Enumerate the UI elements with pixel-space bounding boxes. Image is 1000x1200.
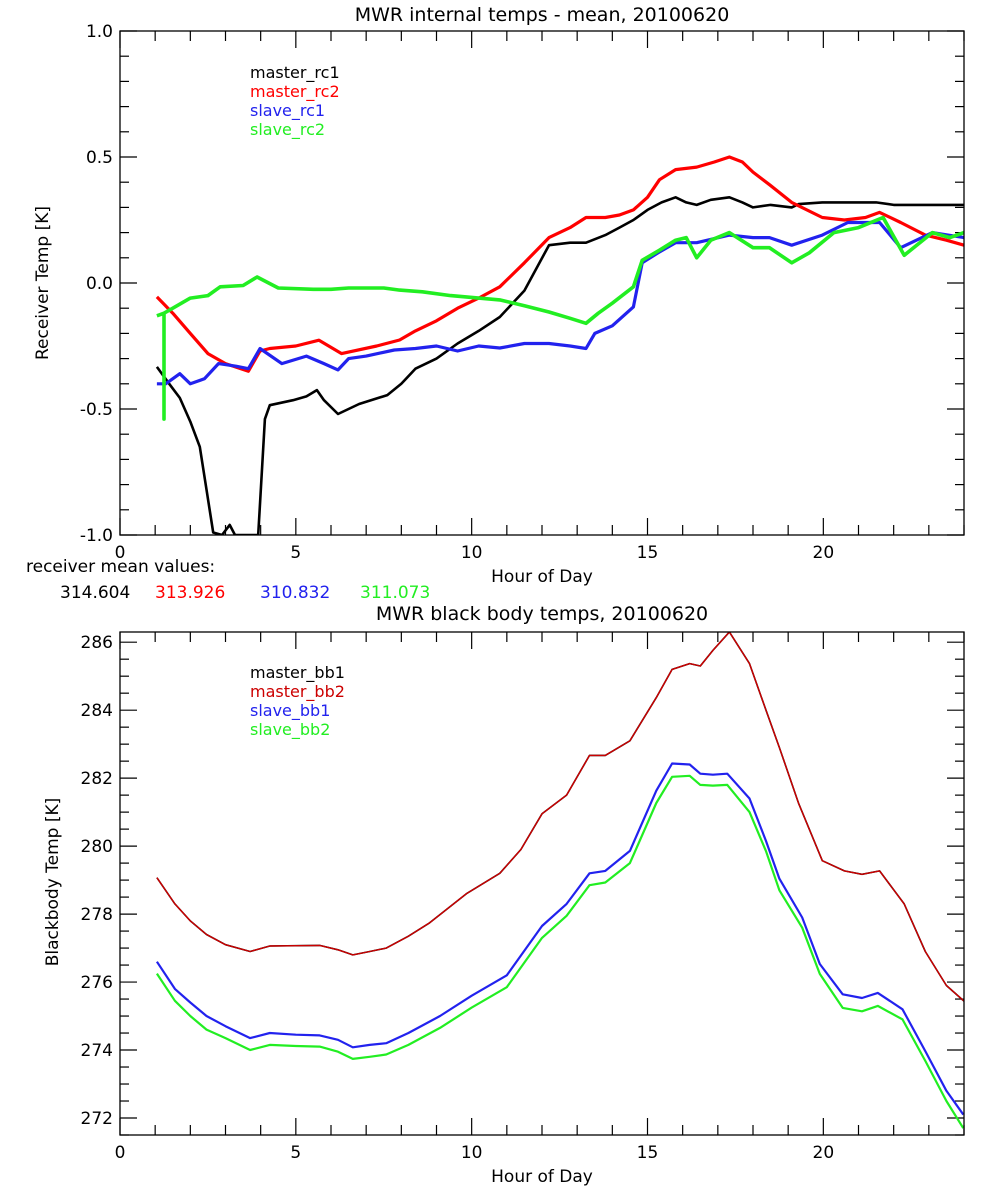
legend-entry-slave-bb2: slave_bb2 <box>250 720 330 740</box>
series-line-master-bb2 <box>156 632 964 1002</box>
legend-entry-slave-rc1: slave_rc1 <box>250 101 325 121</box>
y-tick-label: 282 <box>81 769 113 789</box>
y-tick-label: 1.0 <box>86 22 113 42</box>
y-tick-label: -1.0 <box>80 526 113 546</box>
y-tick-label: -0.5 <box>80 400 113 420</box>
y-tick-label: 284 <box>81 701 113 721</box>
plot-frame <box>119 30 965 536</box>
x-tick-label: 0 <box>115 543 126 563</box>
legend-entry-master-bb1: master_bb1 <box>250 663 345 683</box>
legend-entry-slave-rc2: slave_rc2 <box>250 120 325 140</box>
y-axis-label: Receiver Temp [K] <box>33 206 53 360</box>
legend-entry-slave-bb1: slave_bb1 <box>250 701 330 721</box>
legend-entry-master-rc2: master_rc2 <box>250 82 340 102</box>
y-tick-label: 286 <box>81 633 113 653</box>
y-tick-label: 276 <box>81 973 113 993</box>
mean-values: 314.604 313.926 310.832 311.073 <box>60 583 430 603</box>
legend-entry-master-bb2: master_bb2 <box>250 682 345 702</box>
mean-values-label: receiver mean values: <box>26 557 215 577</box>
receiver-temps-panel: MWR internal temps - mean, 20100620 0 5 10… <box>26 4 965 603</box>
x-tick-label: 5 <box>290 543 301 563</box>
blackbody-temps-panel: MWR black body temps, 20100620 0 5 10 15 20 … <box>43 603 965 1187</box>
x-tick-label: 10 <box>461 1143 483 1163</box>
mean-value: 313.926 <box>155 583 225 603</box>
y-tick-labels: 272 274 276 278 280 282 284 286 <box>81 633 113 1129</box>
chart-title: MWR black body temps, 20100620 <box>376 603 708 625</box>
series-line-slave-bb1 <box>155 762 964 1116</box>
plot-frame <box>119 631 965 1136</box>
axis-ticks <box>119 30 965 536</box>
series-line-slave-rc1 <box>156 220 964 386</box>
y-tick-label: 0.0 <box>86 274 113 294</box>
series-lines <box>155 632 964 1129</box>
y-tick-label: 280 <box>81 837 113 857</box>
mean-value: 314.604 <box>60 583 130 603</box>
x-tick-label: 10 <box>461 543 483 563</box>
y-tick-label: 0.5 <box>86 148 113 168</box>
y-tick-label: 272 <box>81 1109 113 1129</box>
series-line-slave-bb2 <box>155 774 964 1129</box>
y-tick-label: 278 <box>81 905 113 925</box>
y-tick-label: 274 <box>81 1041 113 1061</box>
x-tick-labels: 0 5 10 15 20 <box>115 1143 835 1163</box>
x-tick-label: 15 <box>637 1143 659 1163</box>
x-axis-label: Hour of Day <box>491 1167 593 1187</box>
x-tick-label: 15 <box>637 543 659 563</box>
series-lines <box>155 155 964 535</box>
mean-value: 311.073 <box>360 583 430 603</box>
x-tick-label: 5 <box>290 1143 301 1163</box>
x-tick-label: 20 <box>813 1143 835 1163</box>
chart-title: MWR internal temps - mean, 20100620 <box>355 4 730 26</box>
x-tick-label: 20 <box>813 543 835 563</box>
mean-value: 310.832 <box>260 583 330 603</box>
legend-entry-master-rc1: master_rc1 <box>250 63 340 83</box>
series-line-master-rc1 <box>155 196 964 535</box>
series-line-master-rc2 <box>155 155 964 373</box>
y-axis-label: Blackbody Temp [K] <box>43 798 63 967</box>
x-axis-label: Hour of Day <box>491 567 593 587</box>
y-tick-labels: 1.0 0.5 0.0 -0.5 -1.0 <box>80 22 113 546</box>
x-tick-label: 0 <box>115 1143 126 1163</box>
axis-ticks <box>119 632 965 1136</box>
x-tick-labels: 0 5 10 15 20 <box>115 543 835 563</box>
series-line-slave-rc2 <box>156 215 964 421</box>
